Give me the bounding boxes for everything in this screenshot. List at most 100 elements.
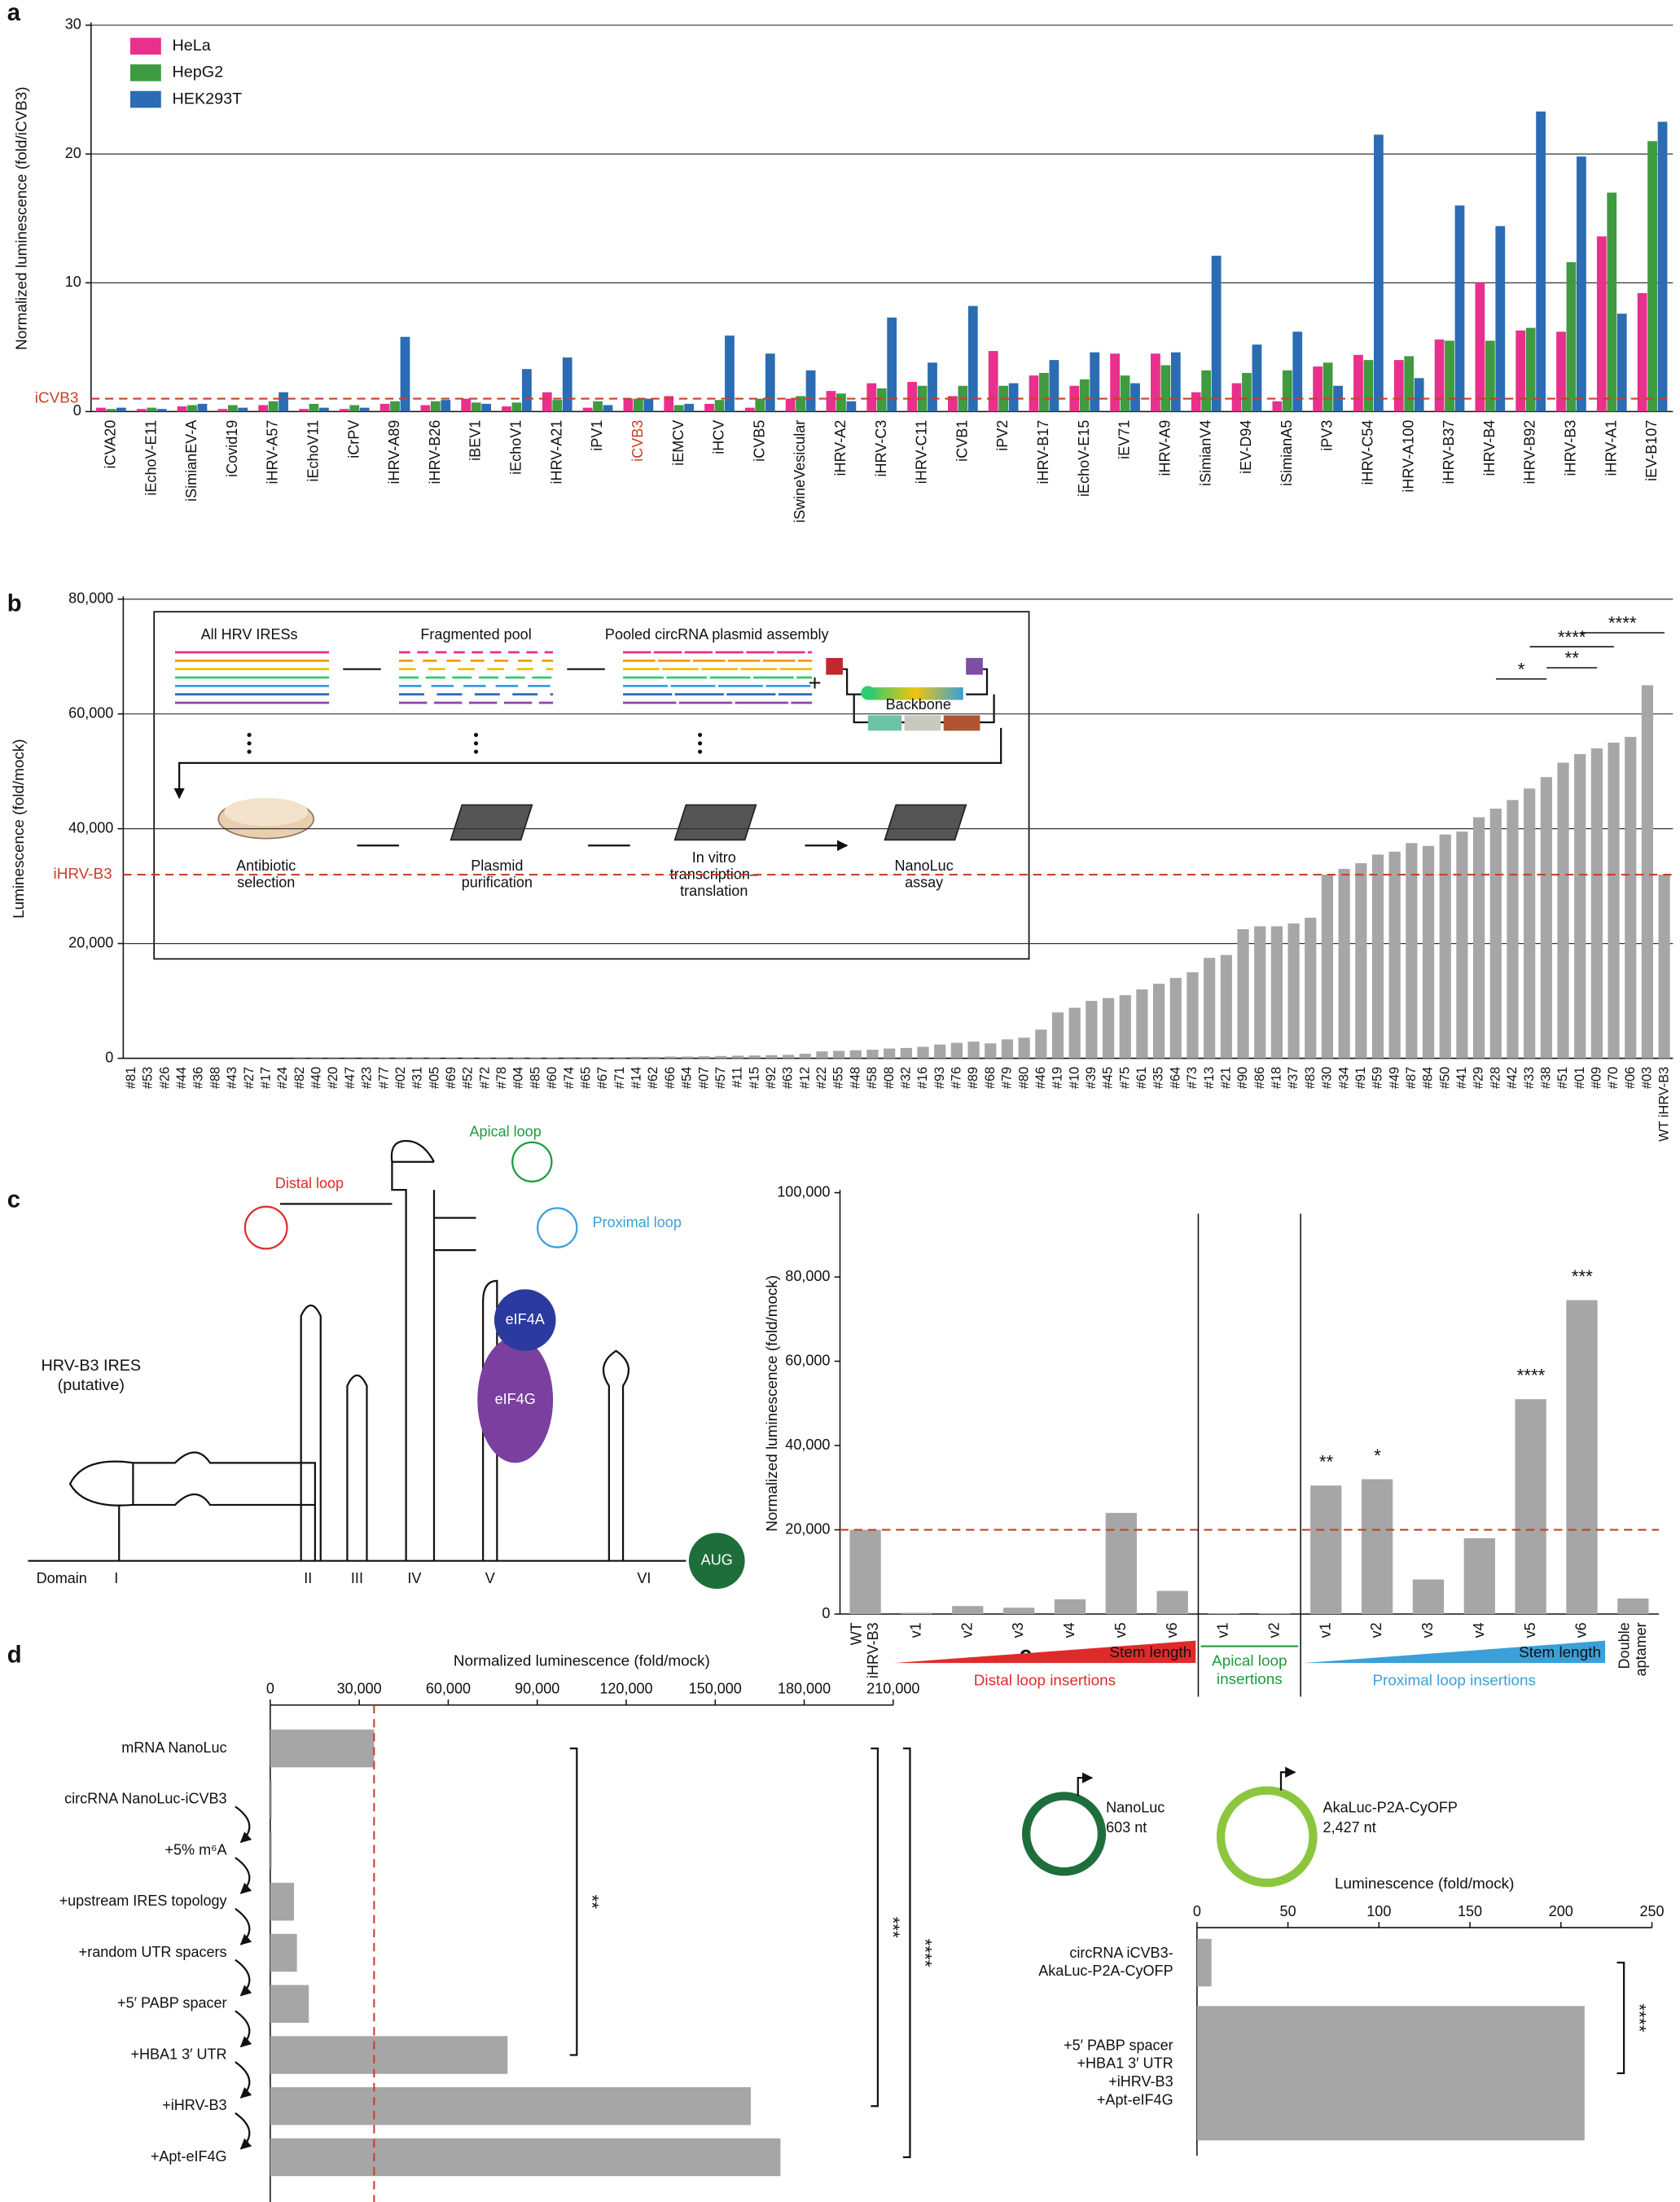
bar: [1404, 356, 1415, 412]
bar: [502, 406, 511, 412]
bar: [1090, 352, 1100, 412]
stage-label: Plasmid purification: [462, 858, 533, 891]
x-tick-label: #43: [225, 1067, 239, 1089]
x-tick-label: iEV-D94: [1238, 420, 1254, 474]
bar: [511, 402, 522, 412]
stem-length-wedge: [893, 1640, 1196, 1664]
x-tick-label: #37: [1286, 1067, 1301, 1089]
x-tick-label-line: Double: [1616, 1622, 1632, 1669]
bar: [665, 1056, 677, 1059]
bar: [1292, 331, 1303, 412]
x-tick-label: #81: [124, 1067, 138, 1089]
bar: [714, 400, 725, 412]
y-axis-label: Normalized luminescence (fold/iCVB3): [14, 86, 31, 349]
x-tick-label: #17: [258, 1067, 273, 1089]
bar: [1507, 800, 1519, 1059]
bar: [816, 1051, 828, 1059]
bar: [1051, 1012, 1064, 1059]
ires-title-line: HRV-B3 IRES: [42, 1357, 142, 1375]
bar: [1160, 365, 1171, 412]
bar: [349, 405, 360, 412]
bar: [796, 396, 805, 412]
domain-number: III: [351, 1570, 363, 1586]
x-tick-label: #12: [797, 1067, 812, 1089]
bar: [785, 398, 796, 412]
bar: [299, 409, 309, 412]
bar: [1208, 1612, 1239, 1615]
y-tick-label-line: +5′ PABP spacer: [1064, 2037, 1173, 2053]
x-tick-label: #50: [1437, 1067, 1452, 1089]
y-tick-label-line: +Apt-eIF4G: [1097, 2091, 1173, 2108]
bar: [664, 396, 674, 412]
x-tick-label: iCovid19: [224, 420, 240, 477]
x-tick-label: #91: [1353, 1067, 1368, 1089]
bracket: [902, 1747, 911, 2159]
bar: [1658, 875, 1670, 1059]
bar: [529, 1057, 542, 1059]
bar: [1187, 972, 1199, 1059]
legend-label: HepG2: [173, 64, 224, 81]
x-tick-label: iBEV1: [467, 420, 484, 461]
bar: [876, 388, 887, 412]
bar: [1156, 1590, 1188, 1615]
x-tick-label: #47: [343, 1067, 357, 1089]
x-tick-label: 180,000: [778, 1681, 831, 1697]
bar: [395, 1057, 407, 1059]
bar: [562, 357, 572, 412]
bar: [116, 407, 126, 412]
group-label-line: insertions: [1217, 1671, 1283, 1688]
x-tick-label: iPV1: [589, 420, 605, 451]
bar: [1590, 748, 1603, 1059]
y-axis-label: Normalized luminescence (fold/mock): [764, 1275, 781, 1532]
bar: [1110, 353, 1120, 412]
y-tick-label: 20: [65, 145, 81, 161]
y-tick-label: 60,000: [68, 704, 113, 721]
bar: [227, 405, 238, 412]
x-tick-label: iEchoV-E11: [143, 420, 159, 496]
bar: [952, 1606, 984, 1615]
x-tick-label: v2: [958, 1622, 975, 1638]
bar: [1035, 1029, 1047, 1059]
x-tick-label: #06: [1623, 1067, 1638, 1089]
bar: [593, 401, 603, 412]
x-tick-label: WTiHRV-B3: [848, 1622, 881, 1678]
x-tick-label: #49: [1387, 1067, 1401, 1089]
start-codon: AUG: [701, 1551, 733, 1568]
bar: [849, 1529, 881, 1615]
x-tick-label: #44: [174, 1067, 189, 1089]
x-tick-label: iEV71: [1116, 420, 1133, 459]
panel-label: c: [7, 1187, 20, 1213]
bar: [1422, 845, 1435, 1059]
bar: [985, 1043, 997, 1059]
x-tick-label: 30,000: [337, 1681, 382, 1697]
x-tick-label: #07: [696, 1067, 711, 1089]
x-tick-label: iPV3: [1319, 420, 1336, 451]
bar: [1525, 327, 1536, 412]
x-tick-label: 150,000: [689, 1681, 742, 1697]
y-tick-label: +HBA1 3′ UTR: [130, 2046, 226, 2062]
bar: [270, 1985, 309, 2023]
x-tick-label: #03: [1640, 1067, 1655, 1089]
x-tick-label: #73: [1185, 1067, 1200, 1089]
x-tick-label: #40: [309, 1067, 324, 1089]
bar: [799, 1053, 811, 1059]
y-tick-label: 40,000: [68, 819, 113, 836]
x-tick-label: #42: [1505, 1067, 1520, 1089]
bracket: [1616, 1961, 1625, 2074]
bar: [1371, 854, 1384, 1059]
y-tick-label: +5′ PABP spacer +HBA1 3′ UTR +iHRV-B3 +Apt-…: [1064, 2037, 1173, 2108]
bar: [309, 403, 319, 412]
y-tick-label: +random UTR spacers: [79, 1944, 227, 1960]
bar: [147, 407, 157, 412]
bar: [420, 405, 431, 412]
y-tick-label: +Apt-eIF4G: [151, 2148, 227, 2165]
legend-swatch: [129, 90, 161, 108]
bar: [887, 317, 897, 412]
bar: [1556, 331, 1566, 412]
bar: [445, 1057, 458, 1059]
bar: [512, 1057, 525, 1059]
x-tick-label: #84: [1421, 1067, 1436, 1089]
bar: [359, 407, 370, 412]
bar: [1049, 360, 1059, 412]
bar: [270, 1780, 272, 1818]
